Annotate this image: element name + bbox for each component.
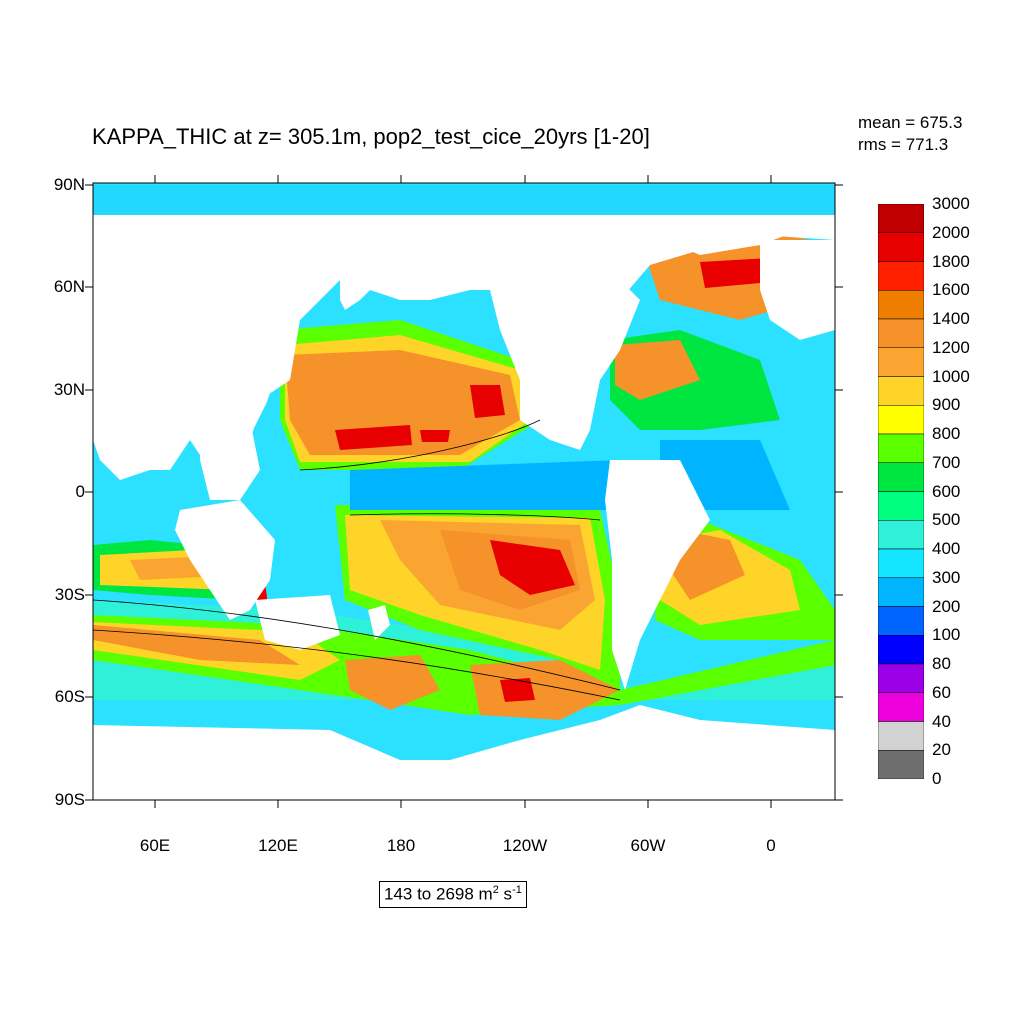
colorbar-label: 500 [932, 510, 961, 530]
colorbar-boxes [878, 204, 924, 779]
field-layer [93, 183, 835, 800]
lon-label-120e: 120E [258, 836, 298, 855]
colorbar-box [878, 548, 924, 578]
colorbar-box [878, 204, 924, 233]
land-india [93, 380, 160, 480]
colorbar-box [878, 692, 924, 722]
plot-title: KAPPA_THIC at z= 305.1m, pop2_test_cice_… [92, 124, 650, 149]
colorbar-label: 60 [932, 682, 951, 702]
acc-orange-tasman [345, 655, 440, 710]
colorbar-box [878, 606, 924, 636]
npac-orange [285, 350, 520, 455]
range-prefix: 143 to 2698 m [384, 884, 493, 904]
acc-orange-sopac [470, 660, 620, 720]
lon-label-0: 0 [766, 836, 776, 855]
rms-value: rms = 771.3 [858, 135, 949, 154]
colorbar-label: 20 [932, 740, 951, 760]
lon-label-60w: 60W [630, 836, 666, 855]
land-africa-main [175, 500, 275, 620]
colorbar-box [878, 290, 924, 320]
land-australia [255, 595, 340, 650]
contour-lines [93, 419, 621, 701]
range-mid: s [498, 884, 513, 904]
lat-label-60n: 60N [53, 277, 85, 296]
colorbar-label: 700 [932, 452, 961, 472]
land-antarctica [93, 705, 835, 800]
lat-label-90n: 90N [53, 175, 85, 194]
lon-label-120w: 120W [502, 836, 548, 855]
acc-red-sopac [500, 678, 535, 702]
npac-red-east [470, 385, 505, 418]
colorbar-box [878, 347, 924, 377]
colorbar-box [878, 462, 924, 492]
stats-block: mean = 675.3 rms = 771.3 [858, 112, 962, 156]
land-north-america [490, 280, 640, 450]
mean-value: mean = 675.3 [858, 113, 963, 132]
lat-label-30n: 30N [53, 380, 85, 399]
colorbar-label: 100 [932, 625, 961, 645]
land-europe [760, 240, 835, 340]
land-south-america [605, 460, 710, 690]
lat-label-0: 0 [75, 482, 85, 501]
lat-label-30s: 30S [54, 585, 85, 604]
lon-label-180: 180 [386, 836, 416, 855]
colorbar-box [878, 577, 924, 607]
npac-red-west [335, 425, 412, 450]
colorbar-label: 600 [932, 481, 961, 501]
colorbar-label: 400 [932, 539, 961, 558]
land-africa [183, 308, 290, 446]
colorbar-label: 1600 [932, 280, 970, 300]
colorbar-box [878, 405, 924, 435]
colorbar-box [878, 232, 924, 262]
colorbar-label: 300 [932, 567, 961, 587]
colorbar-label: 1000 [932, 366, 970, 386]
colorbar-label: 3000 [932, 194, 970, 213]
range-exp2: -1 [512, 884, 522, 896]
colorbar-box [878, 318, 924, 348]
colorbar-box [878, 750, 924, 779]
colorbar-label: 800 [932, 424, 961, 443]
colorbar-label: 1200 [932, 337, 970, 357]
land-eurasia [93, 215, 835, 470]
colorbar-label: 200 [932, 596, 961, 616]
colorbar-label: 1400 [932, 309, 970, 328]
colorbar-label: 2000 [932, 222, 970, 242]
acc-orange-west [93, 625, 300, 665]
npac-red-mid [420, 430, 450, 442]
land-new-zealand [368, 605, 390, 640]
spac-red [490, 540, 575, 595]
colorbar-box [878, 433, 924, 463]
arctic-ocean [93, 185, 835, 215]
colorbar-box [878, 261, 924, 291]
colorbar [878, 204, 924, 779]
colorbar-box [878, 520, 924, 550]
lat-label-90s: 90S [54, 790, 85, 809]
colorbar-label: 40 [932, 711, 951, 731]
ticks [85, 175, 843, 808]
land-greenland [660, 215, 800, 255]
lon-label-60e: 60E [139, 836, 171, 855]
colorbar-box [878, 721, 924, 751]
range-exp1: 2 [492, 884, 499, 896]
colorbar-box [878, 491, 924, 521]
colorbar-box [878, 663, 924, 693]
colorbar-label: 80 [932, 654, 951, 673]
eq-blue [350, 460, 620, 510]
colorbar-box [878, 376, 924, 406]
natl-orange [615, 340, 700, 400]
lat-label-60s: 60S [54, 687, 85, 706]
colorbar-label: 0 [932, 769, 942, 788]
colorbar-label: 900 [932, 395, 961, 415]
range-box: 143 to 2698 m2 s-1 [379, 881, 527, 908]
natl-red [700, 258, 772, 288]
colorbar-box [878, 635, 924, 665]
colorbar-label: 1800 [932, 251, 970, 271]
land-se-asia [200, 420, 260, 500]
